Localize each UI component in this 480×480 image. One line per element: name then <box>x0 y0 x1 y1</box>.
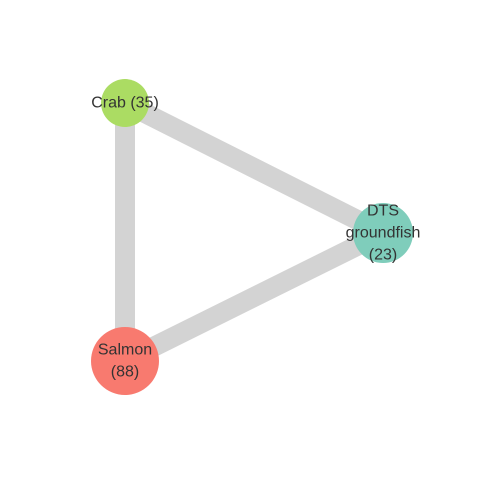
edge-salmon-dts <box>120 224 388 370</box>
node-circle-dts <box>353 203 413 263</box>
node-circle-crab <box>101 79 149 127</box>
node-label-salmon: (88) <box>111 364 139 381</box>
node-label-dts: groundfish <box>346 225 421 242</box>
node-crab[interactable]: Crab (35) <box>91 79 159 127</box>
node-label-salmon: Salmon <box>98 342 152 359</box>
node-label-dts: DTS <box>367 203 399 220</box>
node-label-dts: (23) <box>369 247 397 264</box>
node-salmon[interactable]: Salmon (88) <box>91 327 159 395</box>
edge-layer <box>115 94 388 370</box>
node-dts[interactable]: DTS groundfish (23) <box>346 203 421 264</box>
node-layer: Crab (35) DTS groundfish (23) Salmon (88) <box>91 79 420 395</box>
node-circle-salmon <box>91 327 159 395</box>
edge-crab-dts <box>120 94 388 242</box>
node-label-crab: Crab (35) <box>91 95 159 112</box>
